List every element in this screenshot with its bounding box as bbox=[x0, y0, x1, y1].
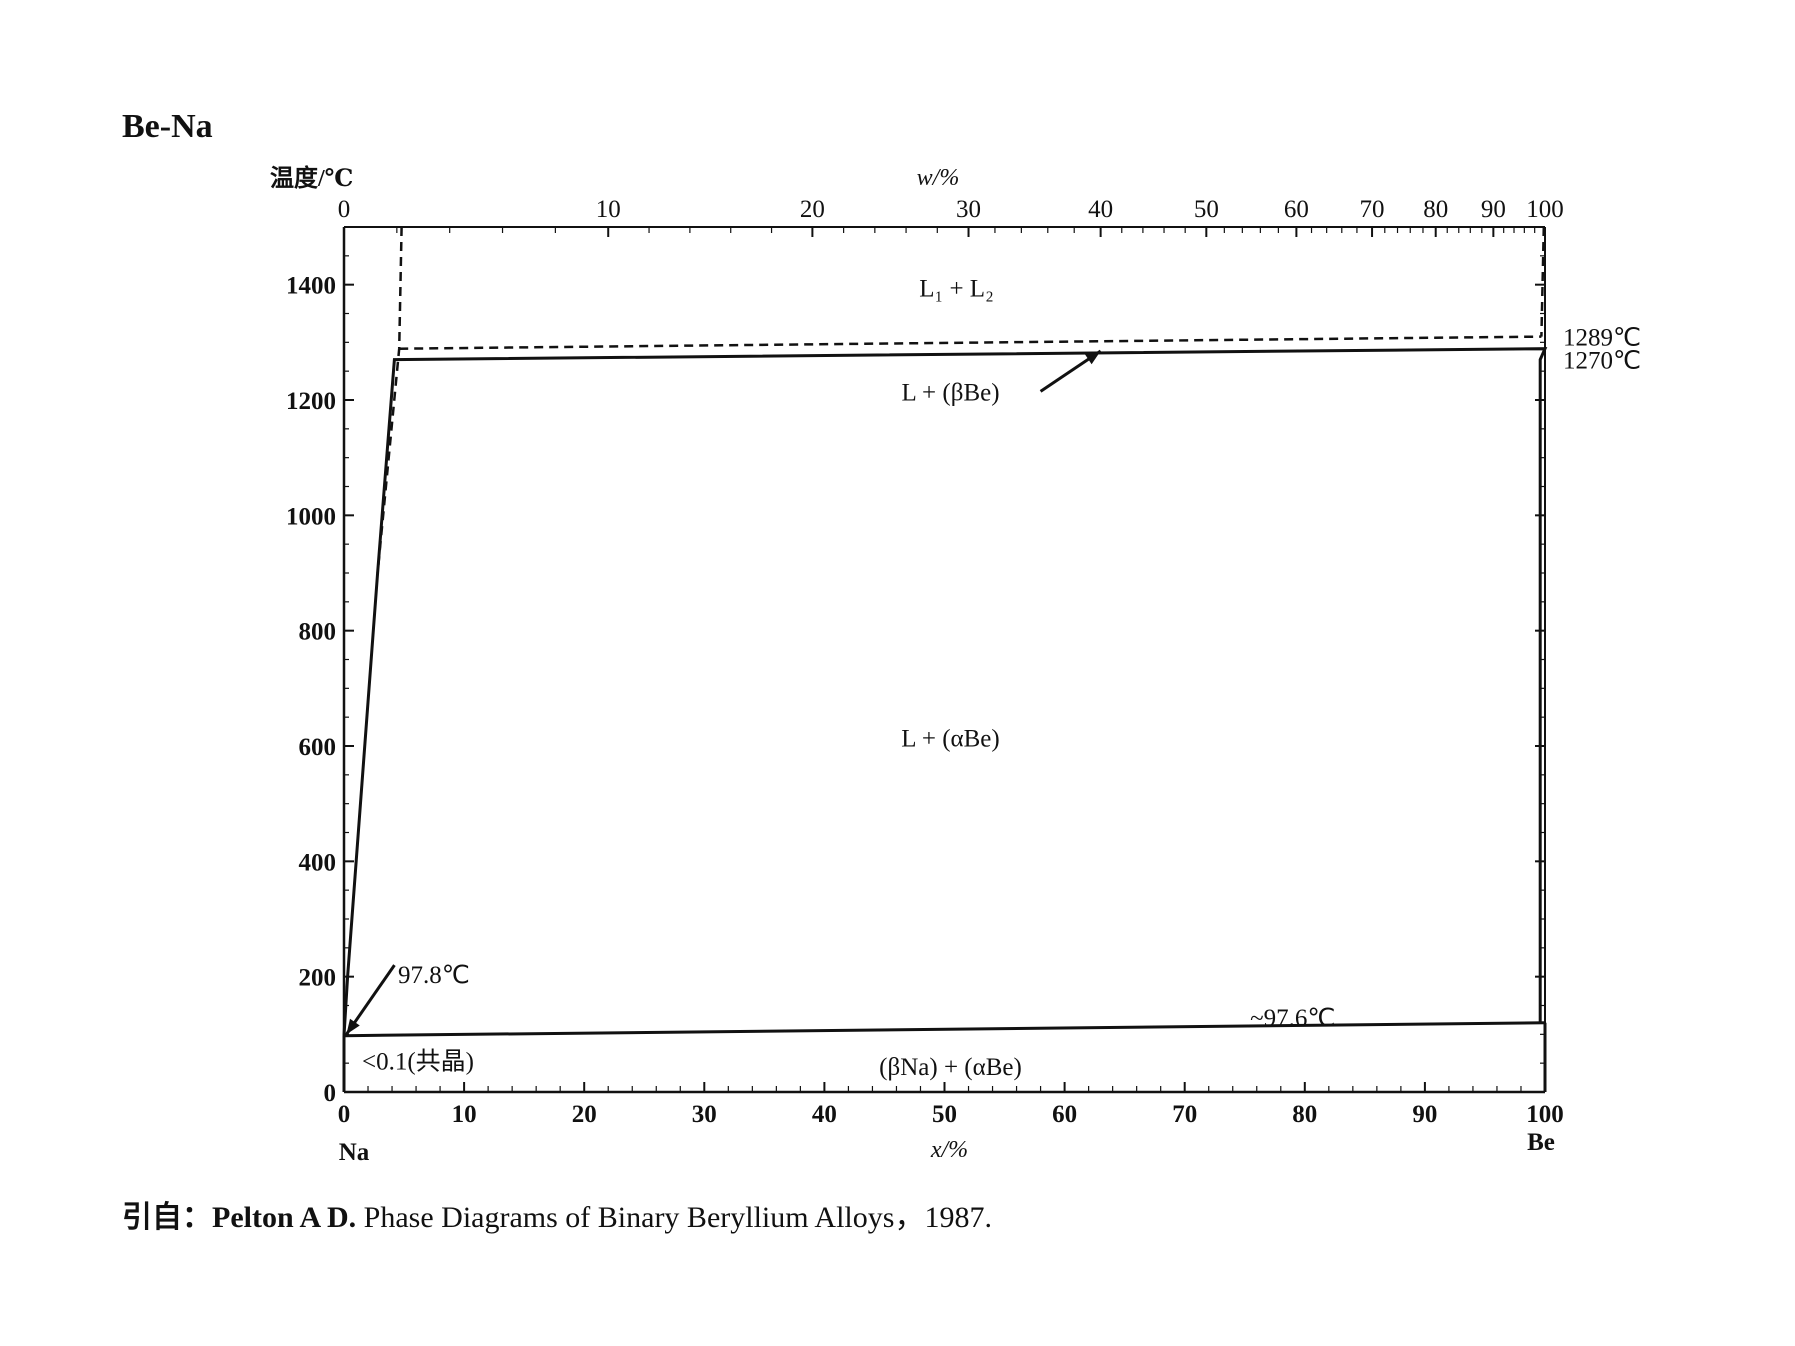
x-tick-label: 60 bbox=[1052, 1101, 1077, 1128]
x-tick-label: 50 bbox=[932, 1101, 957, 1128]
y-tick-label: 400 bbox=[299, 849, 337, 876]
left-end-label: Na bbox=[339, 1139, 370, 1166]
phase-boundary-6 bbox=[399, 335, 1542, 350]
citation-prefix: 引自：Pelton A D. bbox=[122, 1201, 357, 1234]
x-tick-label: 90 bbox=[1412, 1101, 1437, 1128]
top-axis-title: w/% bbox=[917, 165, 960, 191]
x-tick-label: 0 bbox=[338, 1101, 351, 1128]
x-tick-label: 100 bbox=[1526, 1101, 1564, 1128]
region-label-8: <0.1(共晶) bbox=[362, 1047, 474, 1075]
top-tick-label: 80 bbox=[1423, 196, 1448, 223]
chart-title: Be-Na bbox=[122, 108, 213, 145]
top-tick-label: 10 bbox=[596, 196, 621, 223]
y-tick-label: 1000 bbox=[286, 503, 336, 530]
top-tick-label: 60 bbox=[1284, 196, 1309, 223]
x-axis-title: x/% bbox=[930, 1137, 968, 1163]
region-label-2: 1289℃ bbox=[1563, 325, 1641, 352]
y-axis-label: 温度/℃ bbox=[270, 166, 354, 192]
top-tick-label: 50 bbox=[1194, 196, 1219, 223]
region-label-3: 1270℃ bbox=[1563, 348, 1641, 375]
top-tick-label: 20 bbox=[800, 196, 825, 223]
region-label-5: L + (αBe) bbox=[901, 725, 999, 752]
x-tick-label: 70 bbox=[1172, 1101, 1197, 1128]
top-tick-label: 0 bbox=[338, 196, 351, 223]
region-label-9: (βNa) + (αBe) bbox=[879, 1054, 1022, 1081]
y-tick-label: 0 bbox=[324, 1080, 337, 1107]
top-tick-label: 90 bbox=[1481, 196, 1506, 223]
phase-boundary-2 bbox=[343, 1021, 1546, 1038]
right-end-label: Be bbox=[1527, 1129, 1555, 1156]
y-tick-label: 200 bbox=[299, 965, 337, 992]
arrow-head-2 bbox=[346, 1018, 360, 1035]
top-tick-label: 40 bbox=[1088, 196, 1113, 223]
x-tick-label: 80 bbox=[1292, 1101, 1317, 1128]
y-tick-label: 1400 bbox=[286, 273, 336, 300]
x-tick-label: 10 bbox=[452, 1101, 477, 1128]
top-tick-label: 30 bbox=[956, 196, 981, 223]
phase-boundary-1 bbox=[342, 347, 1548, 1036]
y-tick-label: 1200 bbox=[286, 388, 336, 415]
x-tick-label: 40 bbox=[812, 1101, 837, 1128]
axes-layer: 0 10 20 30 40 50 60 70 80 90 100020040060080010001… bbox=[286, 165, 1564, 1166]
x-tick-label: 20 bbox=[572, 1101, 597, 1128]
curves-layer bbox=[342, 226, 1548, 1092]
region-label-6: 97.8℃ bbox=[398, 962, 470, 989]
y-tick-label: 600 bbox=[299, 734, 337, 761]
citation: 引自：Pelton A D. Phase Diagrams of Binary … bbox=[122, 1192, 992, 1236]
citation-text: Phase Diagrams of Binary Beryllium Alloy… bbox=[356, 1201, 992, 1234]
phase-boundary-7 bbox=[1540, 226, 1546, 337]
arrow-head-1 bbox=[1084, 350, 1101, 365]
x-tick-label: 30 bbox=[692, 1101, 717, 1128]
region-label-1: L₁ + L₂ bbox=[919, 276, 994, 303]
top-tick-label: 70 bbox=[1360, 196, 1385, 223]
region-label-7: ~97.6℃ bbox=[1250, 1005, 1335, 1032]
top-tick-label: 100 bbox=[1526, 196, 1564, 223]
y-tick-label: 800 bbox=[299, 619, 337, 646]
region-label-4: L + (βBe) bbox=[901, 379, 999, 406]
